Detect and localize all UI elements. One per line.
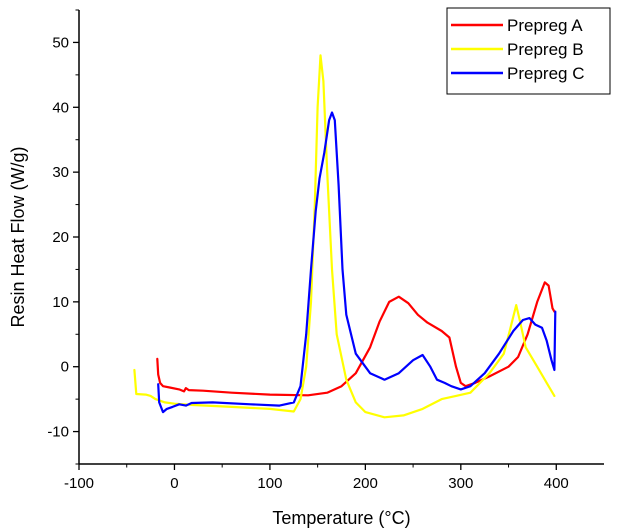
- legend: Prepreg A Prepreg B Prepreg C: [446, 7, 611, 95]
- series-line-3: [157, 111, 557, 414]
- legend-box: [446, 7, 611, 95]
- y-axis-title: Resin Heat Flow (W/g): [8, 146, 28, 327]
- legend-label: Prepreg C: [507, 64, 584, 83]
- y-tick-label: 0: [61, 359, 69, 376]
- y-tick-label: -10: [47, 424, 69, 441]
- x-tick-label: 200: [353, 475, 378, 492]
- series-line-1: [156, 281, 556, 397]
- y-tick-label: 30: [52, 164, 69, 181]
- x-tick-label: 400: [544, 475, 569, 492]
- y-tick-label: 50: [52, 34, 69, 51]
- y-tick-label: 20: [52, 229, 69, 246]
- x-tick-label: 0: [170, 475, 178, 492]
- legend-label: Prepreg B: [507, 40, 584, 59]
- y-tick-label: 40: [52, 99, 69, 116]
- series-layer: [133, 54, 557, 419]
- x-tick-label: 300: [448, 475, 473, 492]
- x-axis-title: Temperature (°C): [272, 508, 410, 528]
- y-tick-label: 10: [52, 294, 69, 311]
- x-tick-label: 100: [257, 475, 282, 492]
- x-tick-label: -100: [64, 475, 94, 492]
- legend-label: Prepreg A: [507, 16, 583, 35]
